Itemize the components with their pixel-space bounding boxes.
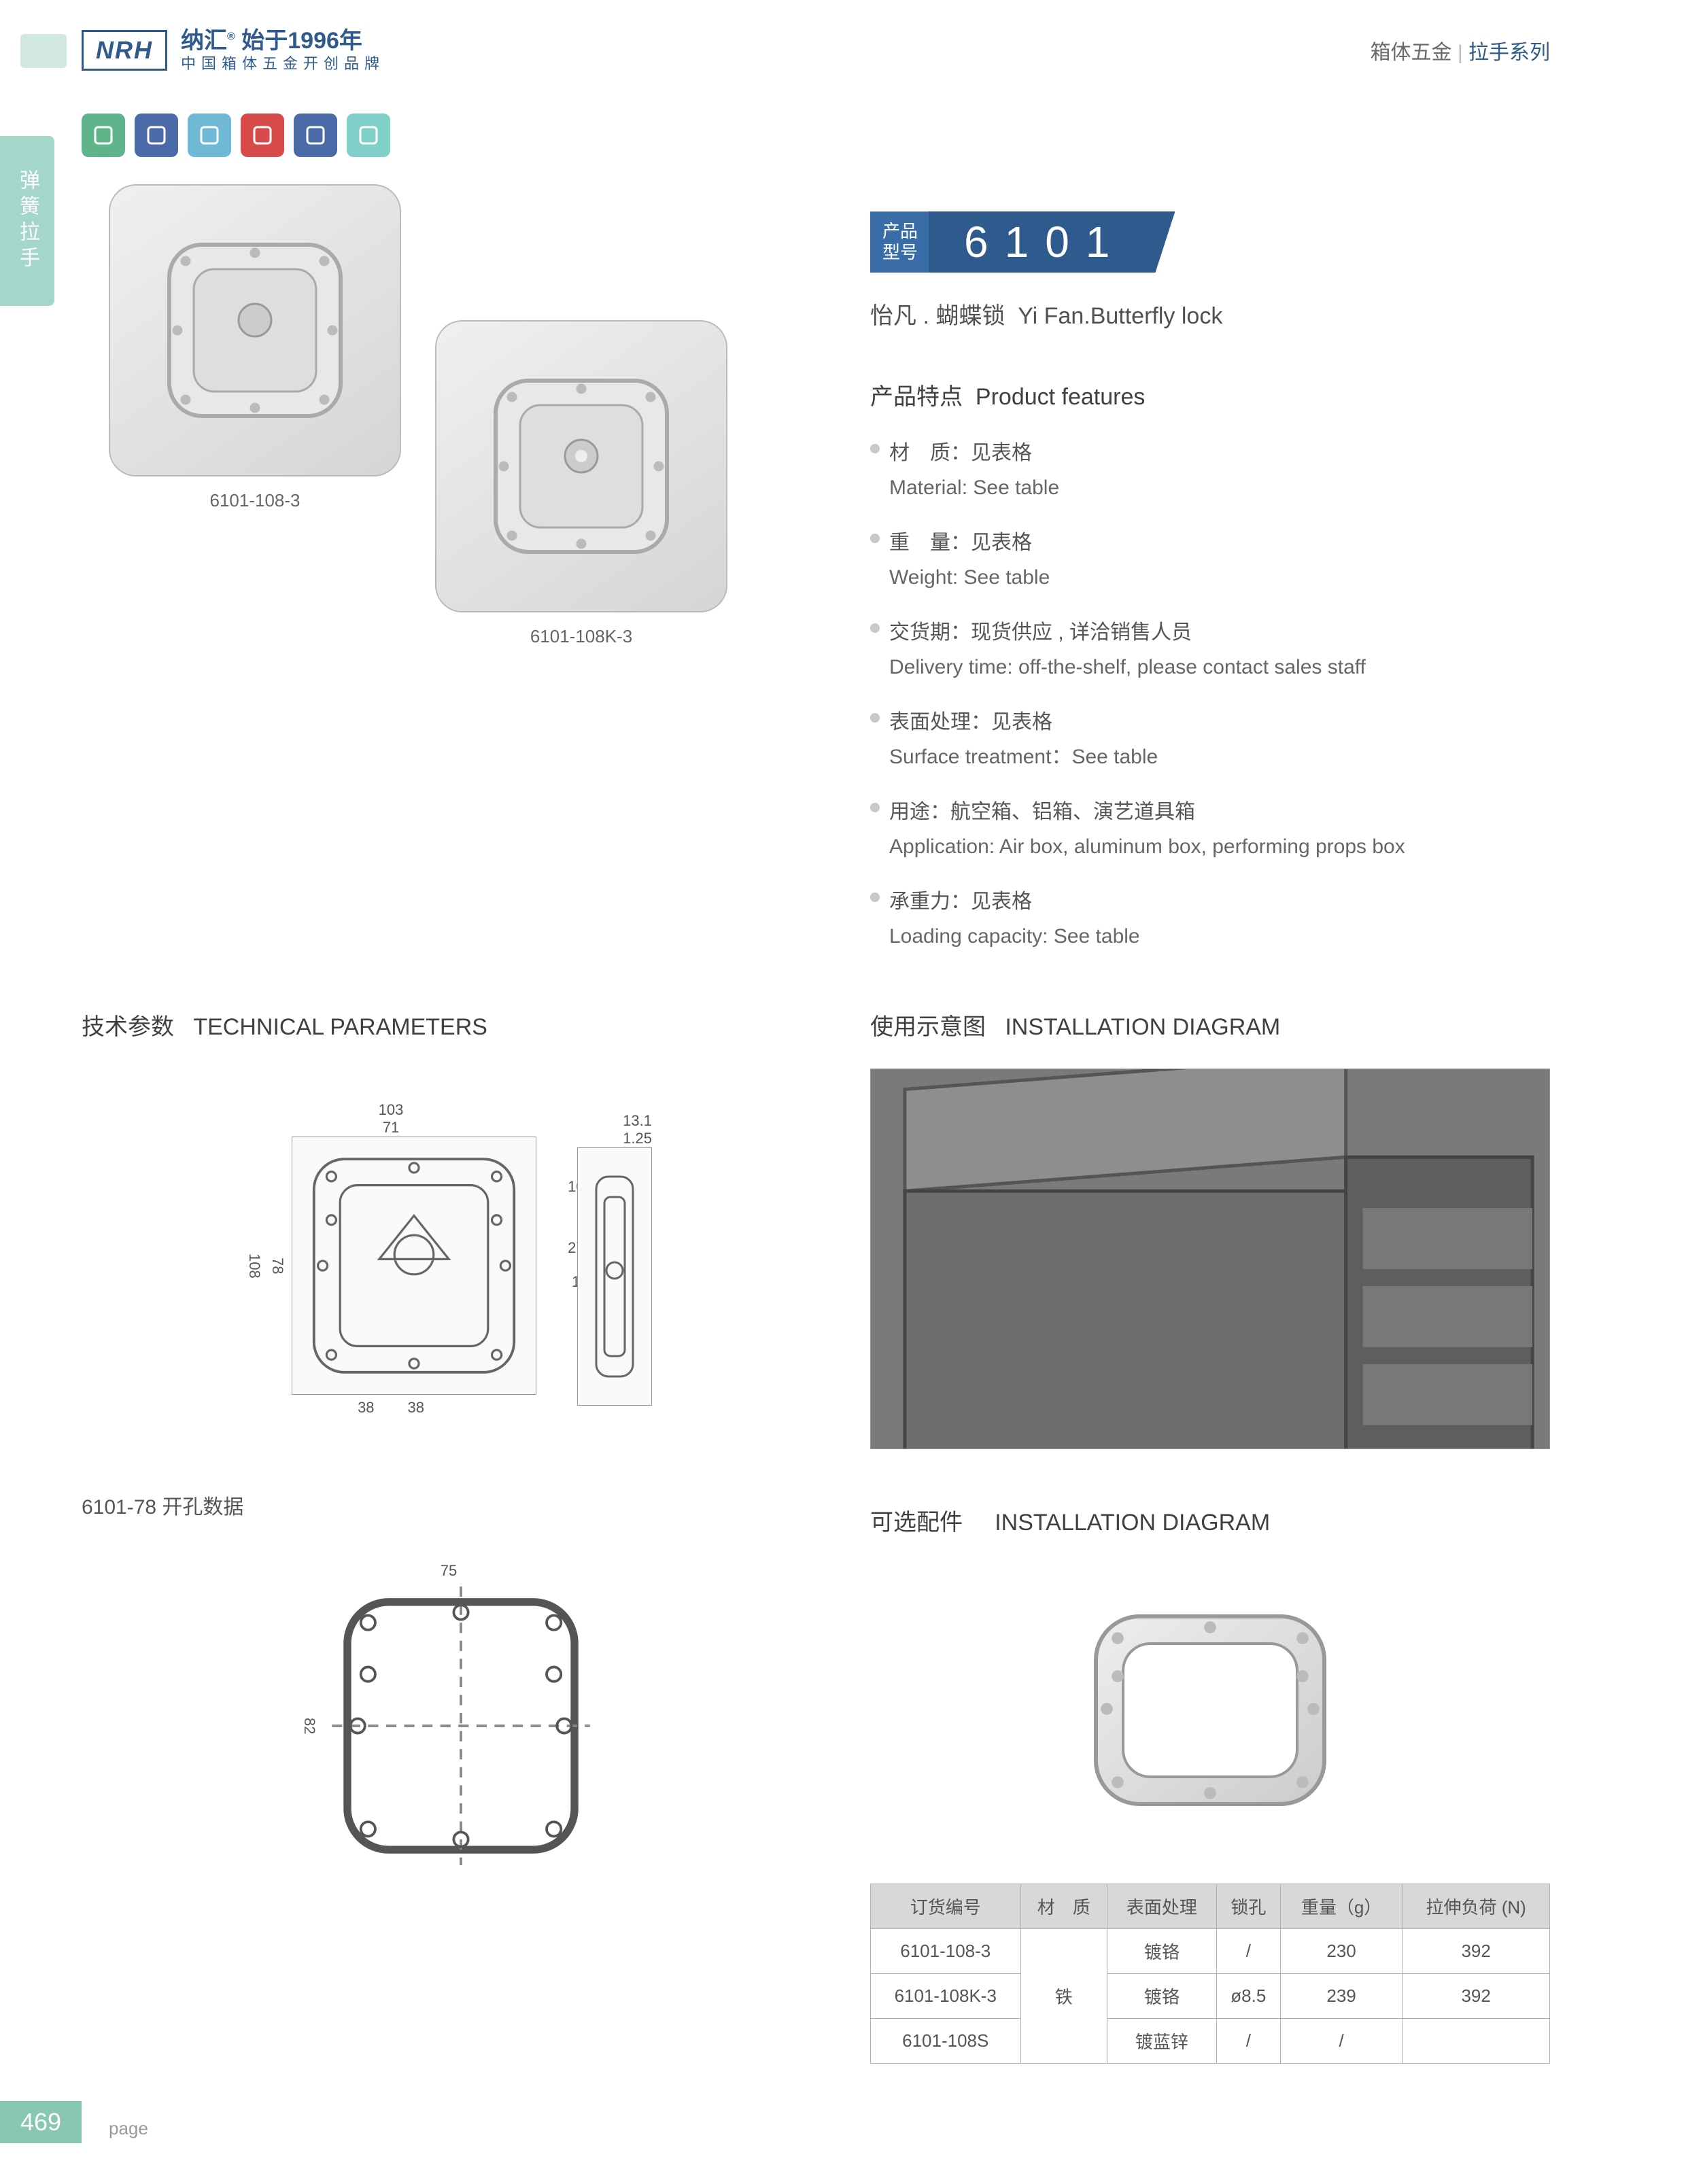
spec-table: 订货编号材 质表面处理锁孔重量（g）拉伸负荷 (N) 6101-108-3铁镀铬… bbox=[870, 1884, 1550, 2064]
feature-item-5: 承重力：见表格Loading capacity: See table bbox=[870, 884, 1550, 954]
table-cell: ø8.5 bbox=[1216, 1974, 1280, 2019]
feature-icon-3 bbox=[241, 114, 284, 157]
table-cell: 392 bbox=[1403, 1974, 1550, 2019]
table-header-4: 重量（g） bbox=[1280, 1884, 1403, 1929]
feature-item-2: 交货期：现货供应 , 详洽销售人员Delivery time: off-the-… bbox=[870, 615, 1550, 684]
feature-cn: 表面处理：见表格 bbox=[889, 705, 1158, 740]
feature-cn: 交货期：现货供应 , 详洽销售人员 bbox=[889, 615, 1366, 650]
accessories-heading: 可选配件 INSTALLATION DIAGRAM bbox=[870, 1504, 1550, 1537]
table-cell: 6101-108K-3 bbox=[871, 1974, 1021, 2019]
feature-cn: 重 量：见表格 bbox=[889, 525, 1050, 560]
feature-en: Weight: See table bbox=[889, 560, 1050, 595]
logo-tagline-1: 纳汇® 始于1996年 bbox=[181, 27, 385, 55]
dim-side-t2: 1.25 bbox=[577, 1130, 652, 1147]
feature-en: Application: Air box, aluminum box, perf… bbox=[889, 829, 1405, 864]
feature-cn: 用途：航空箱、铝箱、演艺道具箱 bbox=[889, 795, 1405, 829]
tech-params-heading: 技术参数 TECHNICAL PARAMETERS bbox=[82, 1008, 816, 1041]
dim-side-t1: 13.1 bbox=[577, 1112, 652, 1130]
logo-block: NRH 纳汇® 始于1996年 中国箱体五金开创品牌 bbox=[82, 27, 385, 73]
feature-cn: 承重力：见表格 bbox=[889, 884, 1140, 919]
table-header-5: 拉伸负荷 (N) bbox=[1403, 1884, 1550, 1929]
product-image-2 bbox=[435, 320, 727, 612]
feature-icon-2 bbox=[188, 114, 231, 157]
feature-item-1: 重 量：见表格Weight: See table bbox=[870, 525, 1550, 595]
bullet-icon bbox=[870, 803, 880, 812]
model-badge: 产品 型号 6101 bbox=[870, 211, 1550, 273]
table-cell: / bbox=[1216, 2019, 1280, 2064]
feature-icon-0 bbox=[82, 114, 125, 157]
dim-inner-height: 78 bbox=[269, 1258, 286, 1274]
feature-item-0: 材 质：见表格Material: See table bbox=[870, 436, 1550, 505]
side-tab-label: 弹簧拉手 bbox=[0, 136, 54, 306]
brand-logo: NRH bbox=[82, 30, 167, 71]
product-image-2-label: 6101-108K-3 bbox=[435, 626, 727, 647]
dim-half-widths: 38 38 bbox=[245, 1399, 536, 1417]
table-header-2: 表面处理 bbox=[1107, 1884, 1216, 1929]
feature-en: Delivery time: off-the-shelf, please con… bbox=[889, 650, 1366, 684]
table-cell: 镀铬 bbox=[1107, 1974, 1216, 2019]
dim-outer-height: 108 bbox=[245, 1253, 263, 1279]
model-number: 6101 bbox=[929, 211, 1175, 273]
bullet-icon bbox=[870, 892, 880, 902]
feature-item-3: 表面处理：见表格Surface treatment：See table bbox=[870, 705, 1550, 774]
table-cell: 镀铬 bbox=[1107, 1929, 1216, 1974]
table-cell: 铁 bbox=[1020, 1929, 1107, 2064]
product-image-area: 6101-108-3 6101-108K-3 bbox=[82, 184, 816, 742]
model-label-line2: 型号 bbox=[882, 242, 918, 263]
feature-item-4: 用途：航空箱、铝箱、演艺道具箱Application: Air box, alu… bbox=[870, 795, 1550, 864]
table-cell: 镀蓝锌 bbox=[1107, 2019, 1216, 2064]
table-cell: / bbox=[1216, 1929, 1280, 1974]
page-number: 469 bbox=[0, 2101, 82, 2143]
table-header-3: 锁孔 bbox=[1216, 1884, 1280, 1929]
table-cell: / bbox=[1280, 2019, 1403, 2064]
table-cell: 239 bbox=[1280, 1974, 1403, 2019]
hole-drawing: 75 82 bbox=[82, 1540, 816, 1894]
hole-data-heading: 6101-78 开孔数据 bbox=[82, 1490, 816, 1520]
feature-en: Surface treatment：See table bbox=[889, 740, 1158, 774]
dim-inner-width: 71 bbox=[245, 1119, 536, 1137]
install-heading: 使用示意图 INSTALLATION DIAGRAM bbox=[870, 1008, 1550, 1041]
table-row: 6101-108K-3 镀铬ø8.5239392 bbox=[871, 1974, 1550, 2019]
dim-outer-width: 103 bbox=[245, 1101, 536, 1119]
model-label-line1: 产品 bbox=[882, 221, 918, 242]
table-cell: 392 bbox=[1403, 1929, 1550, 1974]
page-label: page bbox=[109, 2118, 148, 2139]
table-cell: 230 bbox=[1280, 1929, 1403, 1974]
bullet-icon bbox=[870, 534, 880, 543]
product-image-1 bbox=[109, 184, 401, 476]
feature-icon-5 bbox=[347, 114, 390, 157]
table-header-1: 材 质 bbox=[1020, 1884, 1107, 1929]
side-category-badge bbox=[20, 34, 67, 68]
logo-tagline-2: 中国箱体五金开创品牌 bbox=[181, 55, 385, 73]
feature-icon-1 bbox=[135, 114, 178, 157]
feature-en: Loading capacity: See table bbox=[889, 919, 1140, 954]
bullet-icon bbox=[870, 713, 880, 723]
table-cell bbox=[1403, 2019, 1550, 2064]
feature-en: Material: See table bbox=[889, 470, 1059, 505]
table-row: 6101-108-3铁镀铬/230392 bbox=[871, 1929, 1550, 1974]
table-header-0: 订货编号 bbox=[871, 1884, 1021, 1929]
table-row: 6101-108S镀蓝锌// bbox=[871, 2019, 1550, 2064]
header-category: 箱体五金 | 拉手系列 bbox=[1371, 35, 1550, 65]
page-header: NRH 纳汇® 始于1996年 中国箱体五金开创品牌 箱体五金 | 拉手系列 bbox=[82, 27, 1550, 86]
feature-cn: 材 质：见表格 bbox=[889, 436, 1059, 470]
technical-drawing: 103 71 108 78 10.3 27.7 45 bbox=[82, 1069, 816, 1449]
accessory-image bbox=[870, 1564, 1550, 1856]
feature-icon-row bbox=[82, 114, 1550, 157]
table-cell: 6101-108-3 bbox=[871, 1929, 1021, 1974]
table-cell: 6101-108S bbox=[871, 2019, 1021, 2064]
feature-icon-4 bbox=[294, 114, 337, 157]
hole-dim-h: 82 bbox=[300, 1718, 318, 1734]
feature-list: 材 质：见表格Material: See table 重 量：见表格Weight:… bbox=[870, 436, 1550, 954]
product-subtitle: 怡凡 . 蝴蝶锁 Yi Fan.Butterfly lock bbox=[870, 297, 1550, 330]
features-heading: 产品特点 Product features bbox=[870, 378, 1550, 411]
hole-dim-w: 75 bbox=[300, 1562, 597, 1580]
product-image-1-label: 6101-108-3 bbox=[109, 490, 401, 511]
bullet-icon bbox=[870, 444, 880, 453]
installation-photo bbox=[870, 1069, 1550, 1449]
bullet-icon bbox=[870, 623, 880, 633]
